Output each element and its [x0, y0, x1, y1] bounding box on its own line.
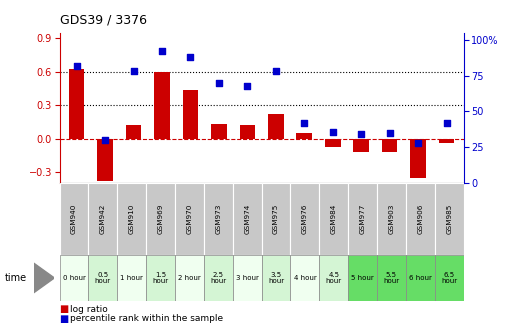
Text: GSM977: GSM977: [359, 204, 366, 234]
Text: time: time: [5, 273, 27, 283]
Text: log ratio: log ratio: [70, 304, 108, 314]
Text: GSM910: GSM910: [128, 204, 135, 234]
Bar: [439, 139, 454, 143]
Point: [130, 69, 138, 74]
Text: ■: ■: [60, 304, 69, 314]
Bar: [89, 183, 117, 255]
Text: GDS39 / 3376: GDS39 / 3376: [60, 13, 147, 26]
Bar: [117, 183, 146, 255]
Bar: [291, 183, 319, 255]
Text: GSM942: GSM942: [100, 204, 106, 234]
Bar: [348, 183, 377, 255]
Bar: [406, 255, 435, 301]
Point: [357, 132, 365, 137]
Text: 5.5
hour: 5.5 hour: [383, 272, 399, 284]
Bar: [69, 69, 84, 139]
Text: 4.5
hour: 4.5 hour: [326, 272, 342, 284]
Point: [414, 140, 422, 146]
Text: 0.5
hour: 0.5 hour: [95, 272, 111, 284]
Polygon shape: [34, 263, 54, 293]
Text: GSM975: GSM975: [273, 204, 279, 234]
Bar: [175, 183, 204, 255]
Bar: [348, 255, 377, 301]
Bar: [204, 255, 233, 301]
Text: 1 hour: 1 hour: [120, 275, 143, 281]
Text: 6.5
hour: 6.5 hour: [441, 272, 457, 284]
Bar: [262, 255, 291, 301]
Text: 6 hour: 6 hour: [409, 275, 432, 281]
Text: 0 hour: 0 hour: [63, 275, 85, 281]
Bar: [204, 183, 233, 255]
Point: [300, 120, 308, 126]
Bar: [154, 72, 170, 139]
Bar: [183, 90, 198, 139]
Text: GSM903: GSM903: [388, 204, 395, 234]
Point: [186, 54, 195, 60]
Bar: [291, 255, 319, 301]
Text: GSM973: GSM973: [215, 204, 221, 234]
Text: 4 hour: 4 hour: [294, 275, 316, 281]
Bar: [211, 124, 227, 139]
Bar: [296, 133, 312, 139]
Bar: [319, 183, 348, 255]
Bar: [117, 255, 146, 301]
Text: GSM940: GSM940: [71, 204, 77, 234]
Bar: [382, 139, 397, 152]
Text: percentile rank within the sample: percentile rank within the sample: [70, 314, 223, 323]
Bar: [97, 139, 113, 181]
Point: [271, 69, 280, 74]
Text: 3.5
hour: 3.5 hour: [268, 272, 284, 284]
Bar: [325, 139, 340, 147]
Text: GSM984: GSM984: [330, 204, 337, 234]
Bar: [126, 125, 141, 139]
Point: [73, 63, 81, 68]
Point: [328, 129, 337, 134]
Point: [442, 120, 451, 126]
Text: GSM985: GSM985: [446, 204, 452, 234]
Point: [101, 138, 109, 143]
Text: ■: ■: [60, 314, 69, 324]
Text: 2 hour: 2 hour: [178, 275, 201, 281]
Bar: [146, 255, 175, 301]
Bar: [410, 139, 426, 178]
Text: 3 hour: 3 hour: [236, 275, 258, 281]
Text: GSM969: GSM969: [157, 204, 164, 234]
Point: [385, 130, 394, 136]
Bar: [319, 255, 348, 301]
Text: GSM970: GSM970: [186, 204, 193, 234]
Bar: [406, 183, 435, 255]
Bar: [435, 183, 464, 255]
Text: GSM976: GSM976: [302, 204, 308, 234]
Text: 2.5
hour: 2.5 hour: [210, 272, 226, 284]
Bar: [233, 255, 262, 301]
Bar: [233, 183, 262, 255]
Point: [215, 80, 223, 85]
Text: GSM906: GSM906: [418, 204, 423, 234]
Bar: [377, 255, 406, 301]
Text: 1.5
hour: 1.5 hour: [152, 272, 169, 284]
Bar: [262, 183, 291, 255]
Bar: [435, 255, 464, 301]
Bar: [239, 125, 255, 139]
Bar: [60, 183, 89, 255]
Bar: [146, 183, 175, 255]
Bar: [353, 139, 369, 152]
Point: [243, 83, 252, 88]
Bar: [175, 255, 204, 301]
Bar: [377, 183, 406, 255]
Text: GSM974: GSM974: [244, 204, 250, 234]
Bar: [60, 255, 89, 301]
Point: [158, 49, 166, 54]
Text: 5 hour: 5 hour: [351, 275, 374, 281]
Bar: [268, 114, 284, 139]
Bar: [89, 255, 117, 301]
